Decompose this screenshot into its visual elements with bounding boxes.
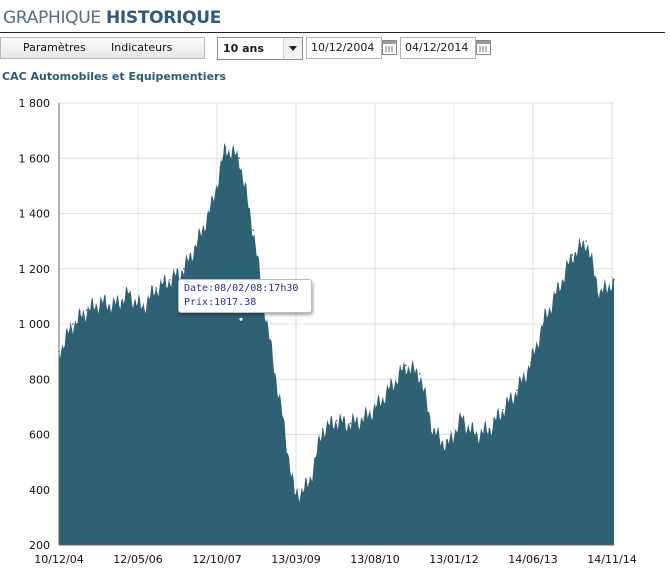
period-select[interactable]: 10 ans [217,37,303,60]
y-tick-label: 1 000 [19,318,51,331]
tooltip-anchor [238,316,244,322]
x-tick-label: 13/03/09 [271,553,320,566]
data-point [363,417,366,419]
data-point [155,287,157,289]
data-point [405,364,407,367]
data-point [127,292,130,295]
data-point [599,292,601,295]
toolbar-button-group: Paramètres Indicateurs [0,37,205,59]
data-point [224,146,227,148]
calendar-icon[interactable] [382,40,397,55]
data-point [169,279,171,281]
price-tooltip: Date:08/02/08:17h30 Prix:1017.38 [178,279,312,313]
data-point [474,433,477,436]
data-point [516,389,518,392]
data-point [432,430,435,433]
x-tick-label: 12/05/06 [113,553,162,566]
data-point [196,240,199,242]
data-point [335,419,338,422]
page-title: GRAPHIQUE HISTORIQUE [3,8,222,28]
data-point [183,267,185,270]
x-tick-label: 14/11/14 [587,553,636,566]
tooltip-price: Prix:1017.38 [184,297,257,308]
area-series [59,143,614,545]
data-point [113,303,116,306]
data-point [266,323,268,325]
y-tick-label: 200 [29,539,50,552]
data-point [99,301,102,303]
data-point [85,309,88,311]
params-button[interactable]: Paramètres [23,41,86,54]
data-point [321,428,324,430]
x-tick-label: 10/12/04 [34,553,83,566]
chart-title: CAC Automobiles et Equipementiers [2,70,227,83]
data-point [571,254,574,256]
data-point [280,406,282,408]
y-tick-label: 1 400 [19,208,51,221]
data-point [585,240,588,242]
data-point [502,408,504,411]
y-tick-label: 400 [29,484,50,497]
data-point [460,417,463,419]
indicators-button[interactable]: Indicateurs [111,41,173,54]
data-point [446,444,449,447]
x-tick-label: 12/10/07 [192,553,241,566]
data-point [252,229,255,231]
tooltip-date: Date:08/02/08:17h30 [184,283,299,294]
y-tick-label: 1 800 [19,97,51,110]
data-point [141,306,144,309]
x-tick-label: 14/06/13 [508,553,557,566]
date-from-field[interactable]: 10/12/2004 [306,37,382,59]
period-value: 10 ans [223,42,264,55]
data-point [307,483,310,486]
data-point [238,157,241,160]
y-tick-label: 1 200 [19,263,51,276]
data-point [210,204,213,207]
date-to-field[interactable]: 04/12/2014 [400,37,476,59]
data-point [391,383,393,386]
y-tick-label: 600 [29,429,50,442]
y-tick-label: 800 [29,373,50,386]
chevron-down-icon[interactable] [283,38,302,59]
data-point [557,287,560,289]
data-point [488,428,490,430]
x-tick-label: 13/01/12 [429,553,478,566]
calendar-icon[interactable] [476,40,491,55]
data-point [349,422,352,425]
data-point [294,494,296,497]
data-point [529,361,532,364]
y-tick-label: 1 600 [19,152,51,165]
data-point [377,403,379,405]
data-point [72,323,74,325]
data-point [613,279,615,281]
data-point [543,317,546,320]
data-point [418,372,421,375]
header-bar: GRAPHIQUE HISTORIQUE [0,0,665,33]
x-tick-label: 13/08/10 [350,553,399,566]
